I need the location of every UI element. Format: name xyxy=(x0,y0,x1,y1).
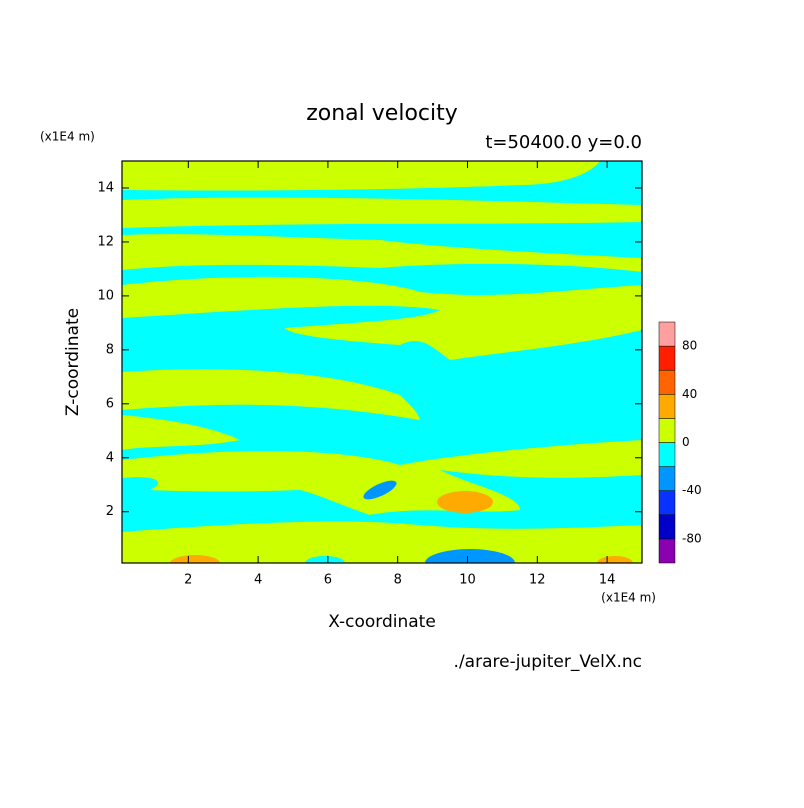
colorbar-swatch xyxy=(658,514,676,540)
x-axis-label: X-coordinate xyxy=(328,612,436,632)
plot-frame xyxy=(121,160,643,564)
y-tick-label: 4 xyxy=(106,450,114,465)
contour-region xyxy=(363,480,397,500)
contour-region xyxy=(437,491,493,513)
colorbar-label: 40 xyxy=(682,387,697,401)
colorbar-swatch xyxy=(658,394,676,419)
y-tick-label: 12 xyxy=(97,234,114,249)
x-tick-label: 14 xyxy=(599,573,616,588)
contour-region xyxy=(122,234,642,272)
x-tick-label: 6 xyxy=(324,573,332,588)
colorbar-label: -40 xyxy=(682,483,702,497)
contour-region xyxy=(122,415,240,450)
colorbar-label: 80 xyxy=(682,339,697,353)
contour-region xyxy=(122,440,642,515)
chart-subtitle: t=50400.0 y=0.0 xyxy=(485,132,642,153)
contour-region xyxy=(597,556,633,563)
colorbar-swatch xyxy=(658,442,676,467)
colorbar-swatch xyxy=(658,345,676,371)
contour-region xyxy=(425,549,515,563)
x-tick-label: 8 xyxy=(394,573,402,588)
colorbar-label: 0 xyxy=(682,435,690,449)
contour-region xyxy=(170,555,220,563)
colorbar-swatch xyxy=(658,418,676,443)
contour-region xyxy=(122,521,642,563)
y-axis-label: Z-coordinate xyxy=(63,308,83,416)
y-tick-label: 6 xyxy=(106,396,114,411)
x-unit: (x1E4 m) xyxy=(601,591,656,605)
y-tick-label: 8 xyxy=(106,342,114,357)
source-label: ./arare-jupiter_VelX.nc xyxy=(454,652,642,672)
y-tick-label: 2 xyxy=(106,504,114,519)
colorbar-swatch xyxy=(658,321,676,347)
contour-region xyxy=(122,197,642,228)
colorbar-label: -80 xyxy=(682,531,702,545)
colorbar-swatch xyxy=(658,490,676,516)
colorbar-swatch xyxy=(658,369,676,395)
y-tick-label: 10 xyxy=(97,288,114,303)
contour-region xyxy=(122,369,420,420)
x-tick-label: 2 xyxy=(184,573,192,588)
y-tick-label: 14 xyxy=(97,180,114,195)
x-tick-label: 4 xyxy=(254,573,262,588)
contour-field xyxy=(122,161,642,563)
x-tick-label: 12 xyxy=(529,573,546,588)
contour-region xyxy=(122,276,642,360)
y-unit: (x1E4 m) xyxy=(40,130,95,144)
chart-title: zonal velocity xyxy=(306,101,458,126)
colorbar-swatch xyxy=(658,466,676,491)
contour-region xyxy=(305,556,345,563)
x-tick-label: 10 xyxy=(459,573,476,588)
contour-region xyxy=(122,161,600,191)
colorbar-swatch xyxy=(658,538,676,564)
